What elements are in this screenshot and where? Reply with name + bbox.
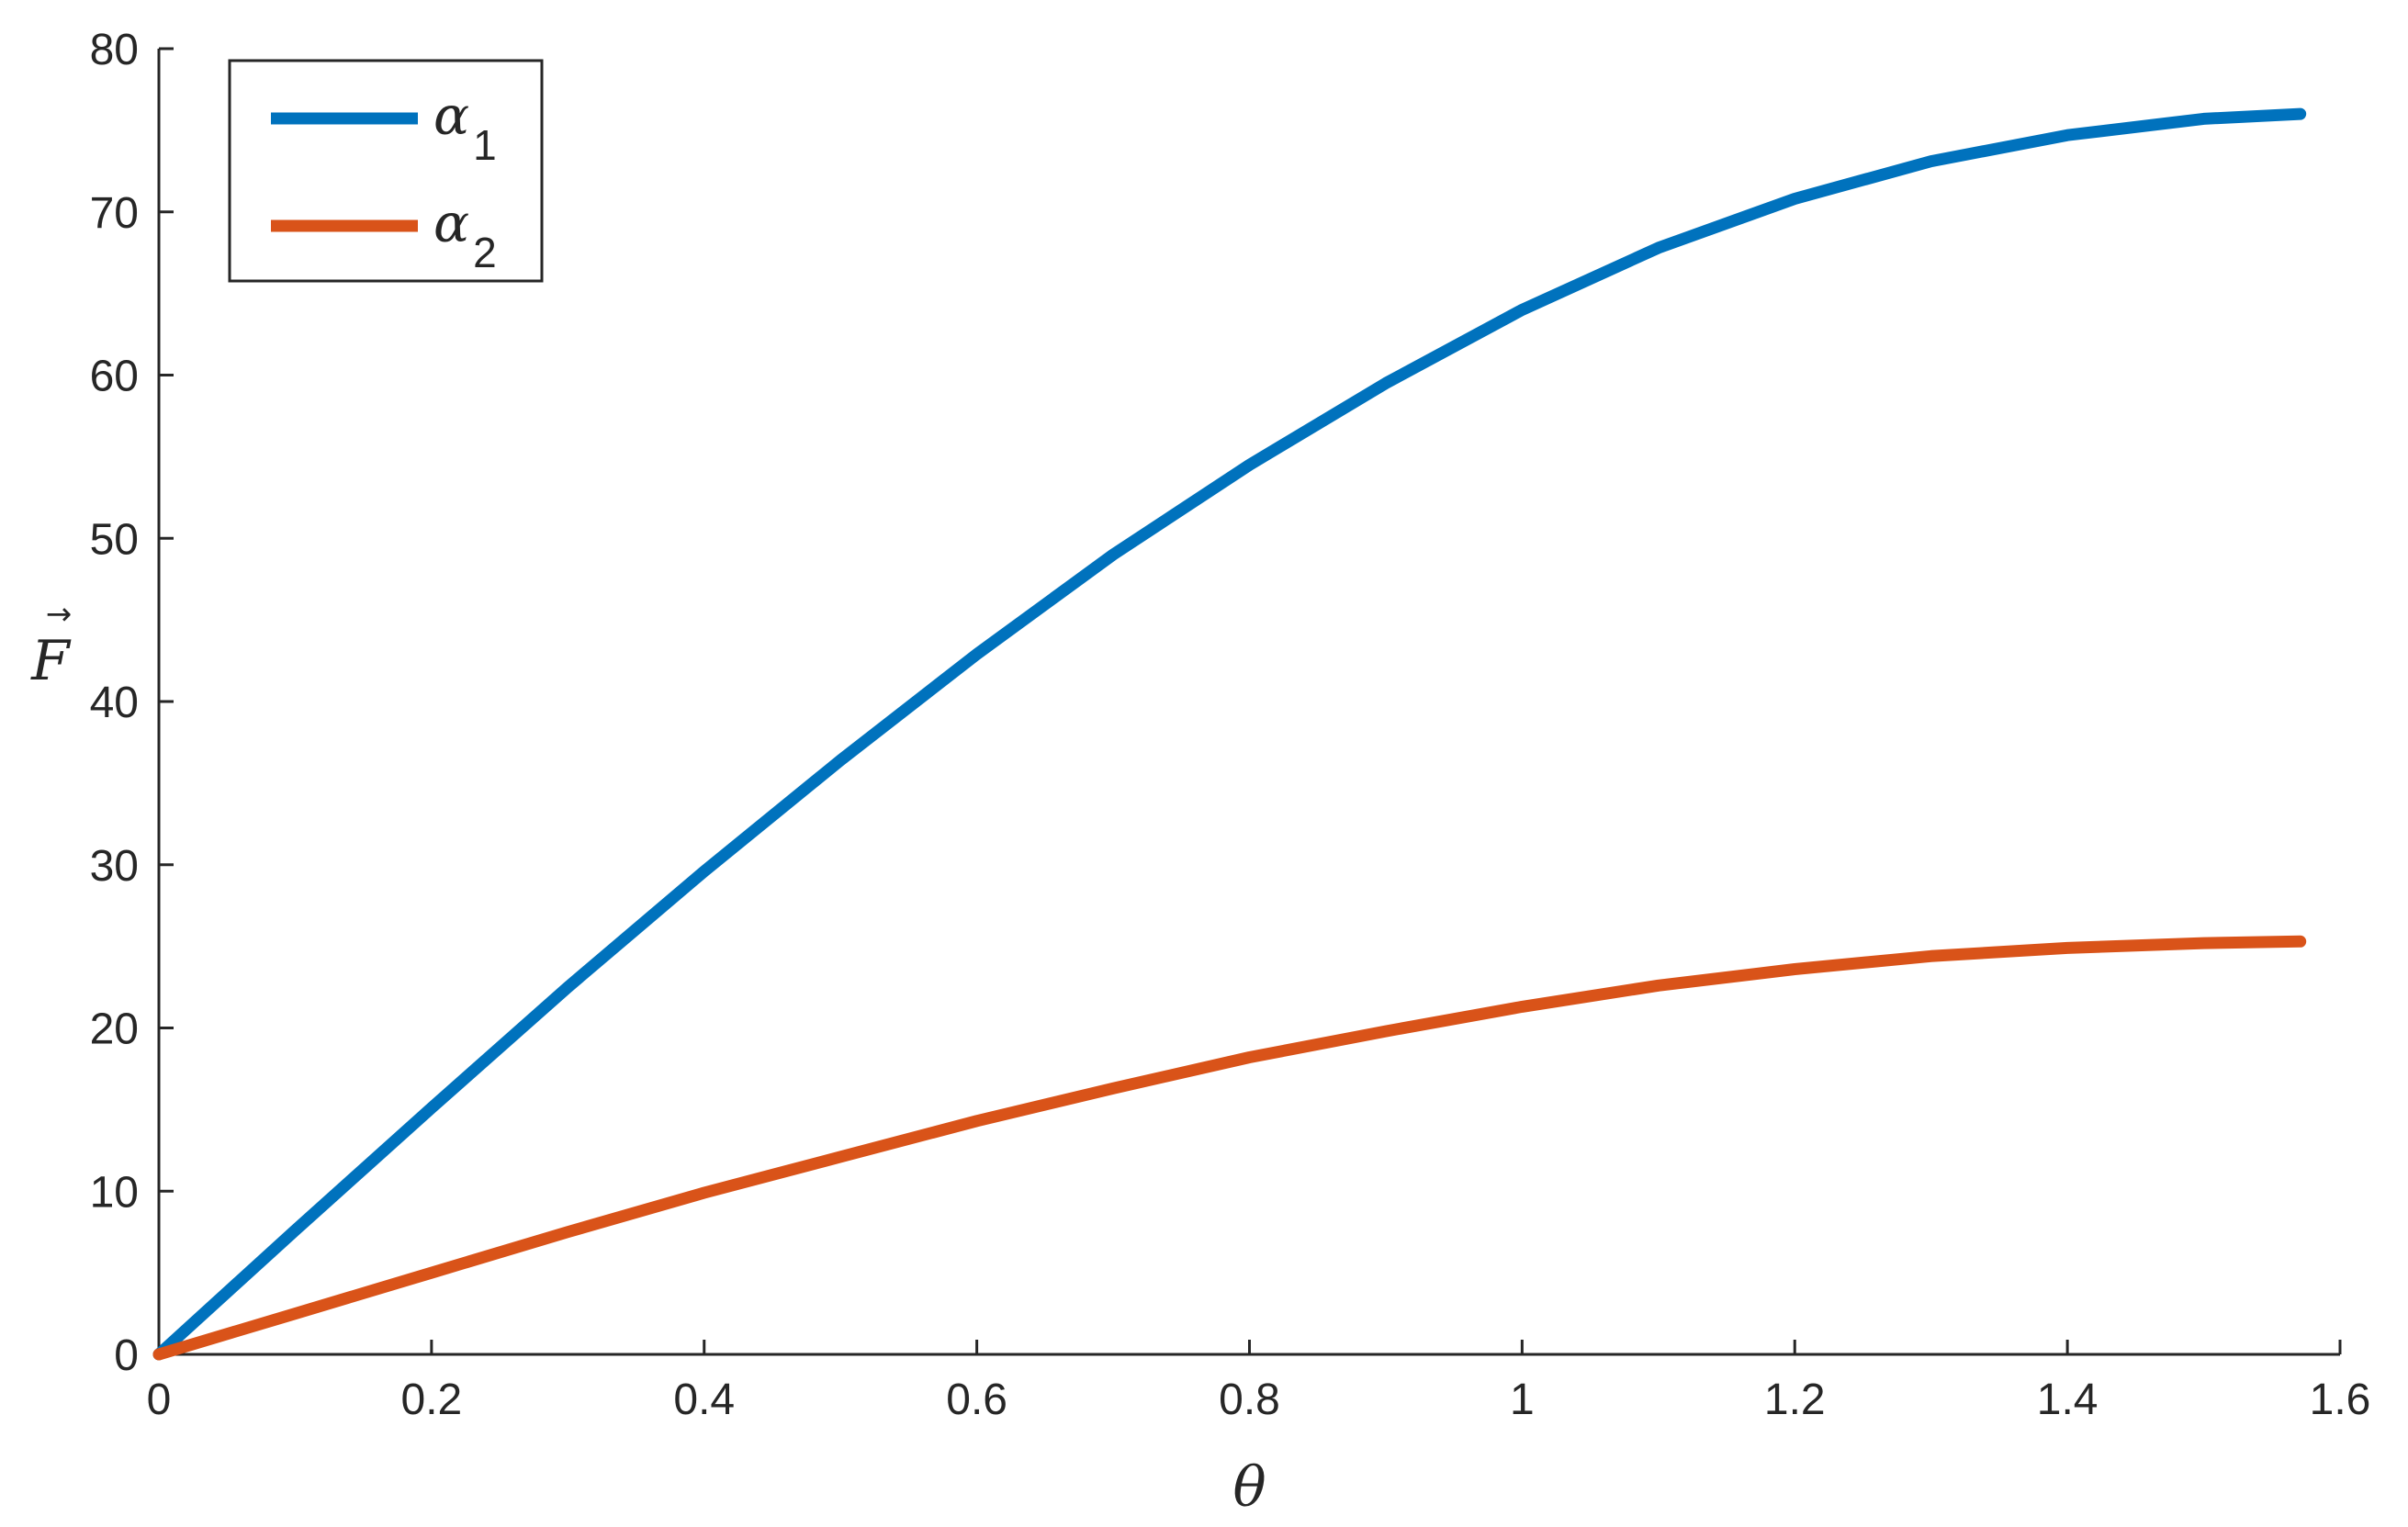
x-tick-label: 1 xyxy=(1510,1375,1535,1424)
y-tick-label: 20 xyxy=(90,1005,139,1054)
axes: 0 0.2 0.4 0.6 0.8 1 1.2 1.4 1.6 0 10 20 30 40 50 60 70 80 xyxy=(90,26,2371,1424)
y-axis-label: F xyxy=(30,629,72,693)
legend-box xyxy=(228,59,544,283)
x-tick-label: 0.8 xyxy=(1219,1375,1280,1424)
x-tick-label: 0 xyxy=(147,1375,172,1424)
legend-entry-2: α2 xyxy=(433,192,497,276)
x-axis-label: θ xyxy=(1232,1455,1266,1520)
x-tick-label: 1.4 xyxy=(2037,1375,2099,1424)
legend-symbol: α xyxy=(433,84,469,147)
axis-labels: θ F→ xyxy=(30,596,1266,1520)
y-tick-label: 10 xyxy=(90,1168,139,1217)
series-line-2 xyxy=(152,935,2307,1361)
x-tick-label: 0.4 xyxy=(673,1375,735,1424)
y-tick-label: 40 xyxy=(90,679,139,727)
x-tick-label: 1.6 xyxy=(2310,1375,2371,1424)
legend-symbol: α xyxy=(433,192,469,254)
y-tick-label: 50 xyxy=(90,515,139,564)
x-tick-label: 1.2 xyxy=(1764,1375,1826,1424)
y-axis-label-accent: → xyxy=(46,596,73,633)
legend-subscript: 1 xyxy=(473,121,497,169)
x-tick-label: 0.6 xyxy=(946,1375,1007,1424)
series-lines xyxy=(152,107,2307,1361)
legend-entry-1: α1 xyxy=(433,84,497,169)
y-tick-label: 0 xyxy=(114,1331,139,1380)
legend-subscript: 2 xyxy=(473,229,497,276)
y-tick-label: 30 xyxy=(90,842,139,891)
x-tick-label: 0.2 xyxy=(401,1375,463,1424)
series-line-1 xyxy=(152,107,2307,1361)
y-tick-label: 60 xyxy=(90,353,139,401)
y-tick-label: 80 xyxy=(90,26,139,74)
y-tick-label: 70 xyxy=(90,189,139,238)
